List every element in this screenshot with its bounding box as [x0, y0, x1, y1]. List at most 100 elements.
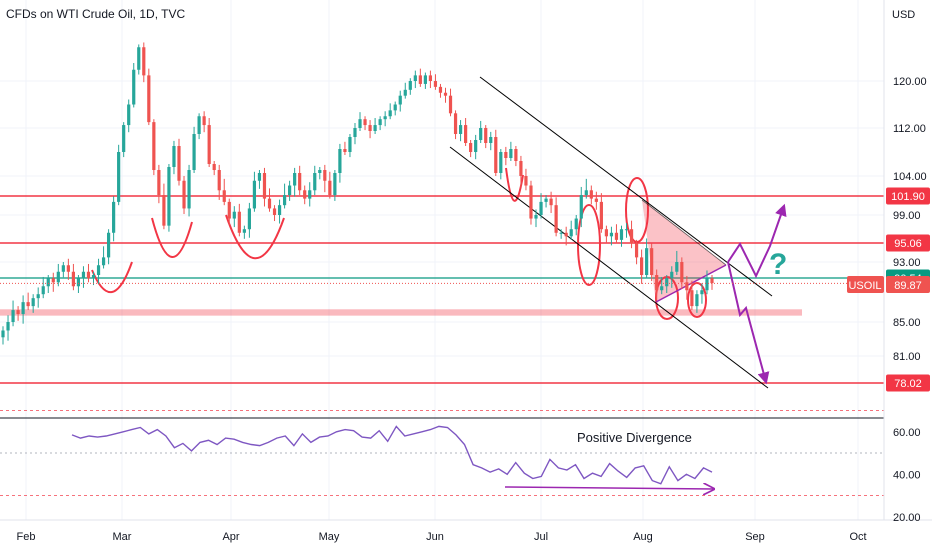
- horizontal-levels: [0, 195, 884, 384]
- curve-annotation: [151, 217, 193, 258]
- candle: [197, 113, 201, 140]
- rsi-tick-label: 20.00: [893, 512, 921, 524]
- candle: [227, 198, 231, 225]
- candle: [504, 146, 508, 166]
- price-badge-bg: [886, 276, 930, 293]
- price-axis[interactable]: 120.00 112.00 104.00 99.00 93.00 85.00 81.00: [893, 76, 927, 363]
- level-label-bg: [886, 234, 930, 252]
- level-label-text: 101.90: [891, 191, 925, 203]
- candle: [705, 270, 709, 295]
- level-label-text: 95.06: [894, 238, 922, 250]
- candle: [6, 315, 10, 341]
- candle: [262, 167, 267, 207]
- candle: [609, 226, 614, 246]
- candle: [21, 295, 25, 324]
- candle: [177, 138, 181, 186]
- candle: [569, 220, 573, 240]
- symbol-badge-text: USOIL: [848, 280, 881, 292]
- price-tick-label: 120.00: [893, 76, 927, 88]
- candle: [96, 258, 101, 284]
- candle: [46, 275, 50, 294]
- candle: [479, 120, 483, 143]
- candle: [428, 70, 433, 89]
- candle: [368, 120, 372, 139]
- price-tick-label: 85.00: [893, 317, 921, 329]
- candle: [142, 42, 146, 83]
- candle: [363, 116, 367, 131]
- pattern-upper-edge: [641, 199, 727, 266]
- candle: [448, 88, 453, 117]
- candle: [484, 125, 488, 149]
- candle: [624, 223, 629, 238]
- price-pane: [0, 0, 884, 418]
- candle: [710, 275, 714, 290]
- candle: [529, 180, 533, 225]
- candle: [348, 134, 352, 158]
- candle: [26, 292, 30, 311]
- candle: [645, 238, 649, 279]
- candle: [634, 239, 639, 265]
- candle: [132, 63, 136, 108]
- candle: [489, 131, 493, 151]
- rsi-tick-label: 60.00: [893, 427, 921, 439]
- candle: [106, 229, 111, 265]
- time-tick-label: Oct: [849, 531, 866, 543]
- candle: [192, 126, 196, 173]
- candle: [398, 90, 402, 112]
- candle: [56, 263, 60, 287]
- candle: [66, 258, 70, 280]
- candles: [1, 42, 714, 345]
- candle: [282, 183, 287, 209]
- candle: [408, 78, 412, 95]
- channel-upper-line: [479, 76, 773, 297]
- time-axis[interactable]: Feb Mar Apr May Jun Jul Aug Sep Oct: [17, 531, 867, 543]
- candle: [167, 164, 171, 232]
- symbol-badge-bg: [847, 276, 884, 293]
- candle: [509, 141, 513, 161]
- candle: [358, 112, 362, 131]
- candle: [162, 183, 166, 230]
- candle: [298, 165, 302, 196]
- candle: [1, 326, 5, 345]
- candle: [36, 287, 40, 308]
- question-mark-annotation: ?: [769, 248, 787, 281]
- candle: [353, 123, 357, 145]
- candle: [604, 225, 609, 243]
- price-badge-text: 89.87: [894, 280, 922, 292]
- candle: [579, 186, 583, 228]
- candle: [589, 185, 593, 205]
- candle: [86, 263, 91, 283]
- candle: [524, 168, 528, 191]
- candle: [202, 111, 206, 133]
- candle: [272, 205, 277, 222]
- candle: [599, 193, 603, 233]
- candle: [544, 195, 548, 208]
- candle: [51, 272, 55, 292]
- candle: [288, 180, 292, 201]
- candle: [373, 118, 377, 134]
- candle: [574, 215, 578, 236]
- rsi-axis[interactable]: 60.00 40.00 20.00: [893, 427, 921, 524]
- level-label-bg: [886, 187, 930, 205]
- bearish-scenario-arrow: [727, 261, 770, 385]
- candle: [31, 294, 35, 313]
- channel-lower-line: [449, 146, 769, 389]
- chart-title: CFDs on WTI Crude Oil, 1D, TVC: [6, 7, 185, 21]
- price-tick-label: 99.00: [893, 210, 921, 222]
- candle: [217, 164, 221, 200]
- candle: [670, 266, 674, 288]
- candle: [474, 134, 478, 160]
- candle: [101, 246, 106, 269]
- candle: [147, 68, 151, 126]
- candle: [413, 70, 417, 89]
- candle: [333, 170, 337, 201]
- candle: [267, 188, 272, 212]
- symbol-price-badge: USOIL 89.87: [847, 276, 930, 293]
- candle: [690, 280, 694, 311]
- candle: [247, 202, 251, 238]
- candle: [700, 283, 704, 304]
- candle: [619, 225, 624, 247]
- candle: [499, 149, 503, 180]
- candle: [157, 164, 161, 204]
